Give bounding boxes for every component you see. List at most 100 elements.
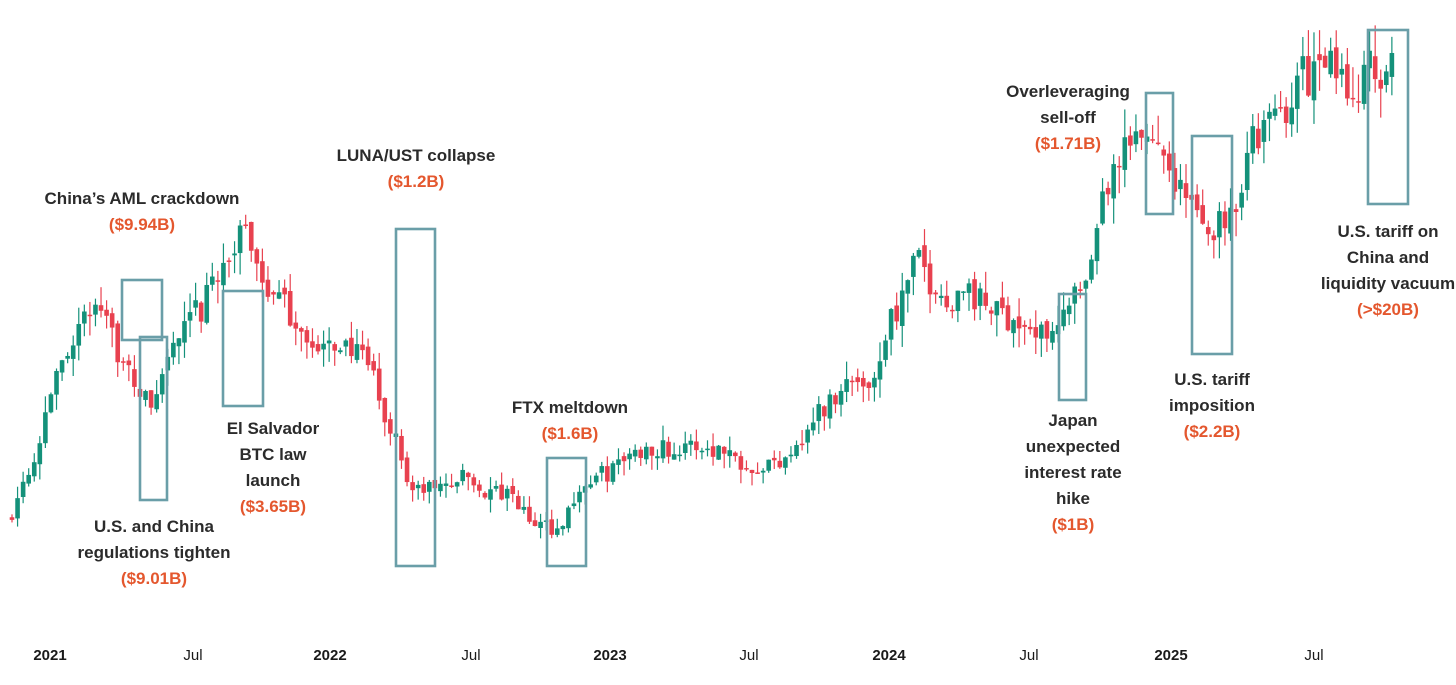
candle bbox=[749, 469, 755, 486]
candle bbox=[1384, 64, 1389, 93]
candle bbox=[810, 407, 816, 436]
candle bbox=[627, 448, 632, 470]
candle bbox=[721, 446, 727, 469]
candle bbox=[816, 396, 822, 435]
candle bbox=[1267, 103, 1272, 142]
candle bbox=[1161, 145, 1167, 174]
candle bbox=[1333, 30, 1339, 95]
candle bbox=[493, 480, 499, 492]
candle bbox=[410, 475, 415, 502]
candle bbox=[1200, 189, 1205, 225]
candle bbox=[805, 424, 810, 454]
candle bbox=[1016, 298, 1022, 348]
candle bbox=[1339, 53, 1345, 88]
candle bbox=[727, 436, 733, 468]
candle bbox=[1300, 36, 1306, 91]
candle bbox=[365, 338, 371, 371]
candle bbox=[1077, 281, 1083, 299]
event-loss-value: ($1.6B) bbox=[542, 424, 599, 443]
candle bbox=[1278, 91, 1283, 113]
candle bbox=[666, 436, 671, 464]
candle bbox=[521, 496, 527, 514]
candle bbox=[349, 321, 354, 364]
candle bbox=[1211, 230, 1217, 259]
candle bbox=[148, 390, 154, 415]
candle bbox=[499, 472, 504, 501]
candle bbox=[193, 282, 198, 316]
candle bbox=[504, 485, 510, 511]
candle bbox=[1111, 154, 1116, 224]
candle bbox=[716, 444, 721, 461]
event-title: liquidity vacuum bbox=[1321, 274, 1455, 293]
candle bbox=[31, 453, 37, 482]
candle bbox=[120, 357, 126, 371]
candle bbox=[710, 433, 716, 466]
header-fragment bbox=[0, 0, 560, 6]
candle bbox=[777, 450, 783, 469]
event-box bbox=[394, 227, 437, 568]
candle bbox=[1205, 220, 1211, 246]
candle bbox=[1072, 282, 1078, 324]
event-title: launch bbox=[246, 471, 301, 490]
candle bbox=[632, 444, 638, 462]
candle bbox=[516, 490, 521, 510]
event-title: hike bbox=[1056, 489, 1090, 508]
candle bbox=[260, 248, 265, 298]
candle bbox=[755, 462, 760, 474]
x-tick-label: Jul bbox=[1304, 647, 1323, 664]
candle bbox=[1272, 94, 1278, 121]
x-tick-label: 2021 bbox=[33, 647, 66, 664]
candle bbox=[82, 304, 87, 337]
event-box bbox=[221, 289, 265, 408]
candle bbox=[844, 361, 849, 403]
event-annotation: LUNA/UST collapse ($1.2B) bbox=[337, 146, 496, 191]
candle bbox=[460, 463, 465, 486]
candle bbox=[20, 471, 26, 504]
candle bbox=[427, 479, 432, 504]
event-box bbox=[120, 278, 164, 342]
candle bbox=[616, 448, 621, 475]
candle bbox=[293, 311, 299, 346]
candle bbox=[93, 298, 98, 327]
candle bbox=[465, 471, 471, 491]
candle bbox=[1022, 320, 1027, 345]
event-title: BTC law bbox=[239, 445, 307, 464]
candle bbox=[1167, 141, 1172, 182]
candle bbox=[605, 456, 610, 493]
candle bbox=[1066, 297, 1072, 326]
candle bbox=[388, 412, 393, 446]
candle bbox=[304, 326, 310, 359]
event-title: imposition bbox=[1169, 396, 1255, 415]
candle bbox=[927, 250, 933, 314]
x-tick-label: 2022 bbox=[313, 647, 346, 664]
candle bbox=[799, 430, 805, 451]
candle bbox=[994, 300, 1000, 337]
candle bbox=[1133, 114, 1139, 153]
candle bbox=[488, 477, 493, 513]
candle bbox=[1044, 318, 1050, 352]
candle bbox=[1367, 31, 1372, 92]
candle bbox=[677, 445, 682, 462]
candle bbox=[1094, 223, 1100, 275]
event-title: U.S. tariff on bbox=[1337, 222, 1438, 241]
event-title: China’s AML crackdown bbox=[45, 189, 240, 208]
candle bbox=[332, 341, 338, 366]
candle bbox=[688, 434, 694, 456]
event-annotations: China’s AML crackdown ($9.94B) U.S. and Ch… bbox=[45, 82, 1456, 588]
candle bbox=[1128, 126, 1133, 161]
candle bbox=[315, 335, 321, 355]
candle bbox=[855, 368, 861, 392]
candle bbox=[955, 290, 961, 323]
event-box bbox=[545, 456, 588, 568]
candle bbox=[337, 347, 343, 355]
event-title: China and bbox=[1347, 248, 1429, 267]
event-annotation: Japan unexpected interest rate hike ($1B) bbox=[1024, 411, 1121, 534]
candle bbox=[48, 392, 54, 414]
candle bbox=[37, 436, 43, 480]
candle bbox=[988, 306, 994, 326]
candle bbox=[733, 451, 738, 462]
event-title: El Salvador bbox=[227, 419, 320, 438]
candle bbox=[477, 480, 482, 498]
candle bbox=[371, 353, 376, 376]
